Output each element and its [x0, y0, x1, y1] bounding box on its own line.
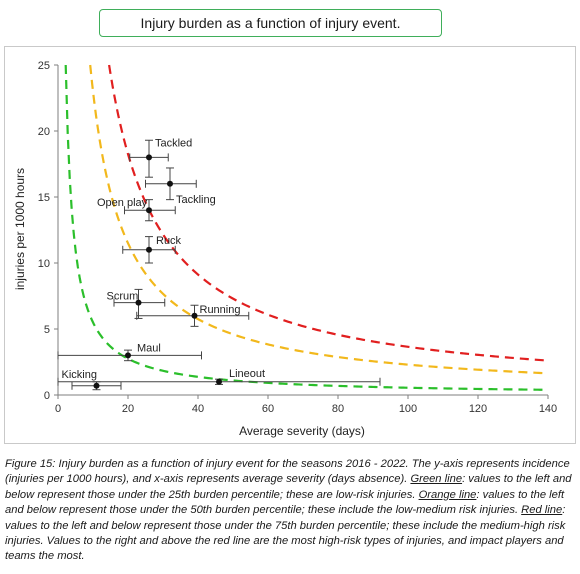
x-tick-label: 40: [192, 403, 204, 415]
burden-curves: [64, 64, 549, 391]
point-label: Tackling: [176, 194, 216, 206]
caption-part-3: : values to the left and below represent…: [5, 488, 565, 517]
point-scrum: Scrum: [107, 288, 166, 319]
chart-title: Injury burden as a function of injury ev…: [140, 15, 401, 31]
x-tick-label: 80: [332, 403, 344, 415]
chart-frame: 0 20 40 60 80 100 120 140 0 5 10 15 20 25 Tackled Tack…: [4, 46, 576, 444]
x-tick-label: 100: [399, 403, 417, 415]
point-label: Scrum: [107, 291, 139, 303]
chart-title-box: Injury burden as a function of injury ev…: [99, 9, 442, 37]
y-tick-label: 20: [38, 126, 50, 138]
point-marker: [167, 180, 173, 187]
burden-curve-0: [64, 64, 549, 391]
point-marker: [146, 246, 152, 253]
point-lineout: Lineout: [57, 368, 381, 386]
caption-part-2: : values to the left and below represent…: [5, 473, 572, 501]
point-marker: [146, 207, 152, 214]
burden-curve-2: [108, 64, 549, 362]
point-running: Running: [136, 304, 250, 327]
y-tick-label: 10: [38, 258, 50, 270]
x-tick-label: 0: [55, 403, 61, 415]
caption-red-label: Red line: [521, 504, 563, 517]
y-axis-label: injuries per 1000 hours: [13, 168, 27, 290]
caption-part-1: Figure 15: Injury burden as a function o…: [5, 458, 570, 486]
point-label: Running: [200, 304, 241, 316]
data-points: Tackled Tackling Open play Ruck Scrum Running…: [57, 137, 381, 391]
y-tick-label: 25: [38, 60, 50, 72]
y-tick-label: 0: [44, 390, 50, 402]
point-marker: [125, 352, 131, 359]
point-maul: Maul: [57, 342, 202, 362]
point-marker: [93, 382, 100, 389]
point-ruck: Ruck: [122, 235, 182, 264]
point-label: Open play: [97, 197, 148, 209]
point-label: Kicking: [62, 369, 97, 381]
y-tick-label: 5: [44, 324, 50, 336]
point-label: Ruck: [156, 235, 182, 247]
caption-orange-label: Orange line: [418, 488, 477, 501]
x-tick-label: 120: [469, 403, 487, 415]
x-tick-label: 20: [122, 403, 134, 415]
point-marker: [146, 154, 152, 161]
caption-green-label: Green line: [410, 473, 463, 486]
point-tackled: Tackled: [129, 137, 192, 178]
point-label: Tackled: [155, 137, 192, 149]
x-axis-label: Average severity (days): [239, 424, 365, 438]
point-open-play: Open play: [97, 197, 176, 222]
point-kicking: Kicking: [62, 369, 122, 391]
point-marker: [135, 299, 142, 306]
x-tick-label: 60: [262, 403, 274, 415]
point-marker: [216, 378, 222, 385]
caption-part-4: : values to the left and below represent…: [5, 504, 566, 563]
burden-curve-1: [89, 64, 549, 375]
point-label: Maul: [137, 342, 161, 354]
point-marker: [191, 312, 198, 319]
point-tackling: Tackling: [145, 167, 216, 206]
x-tick-label: 140: [539, 403, 557, 415]
point-label: Lineout: [229, 368, 265, 380]
y-tick-label: 15: [38, 192, 50, 204]
figure-caption: Figure 15: Injury burden as a function o…: [5, 457, 575, 565]
chart-axes: 0 20 40 60 80 100 120 140 0 5 10 15 20 25: [38, 60, 557, 415]
